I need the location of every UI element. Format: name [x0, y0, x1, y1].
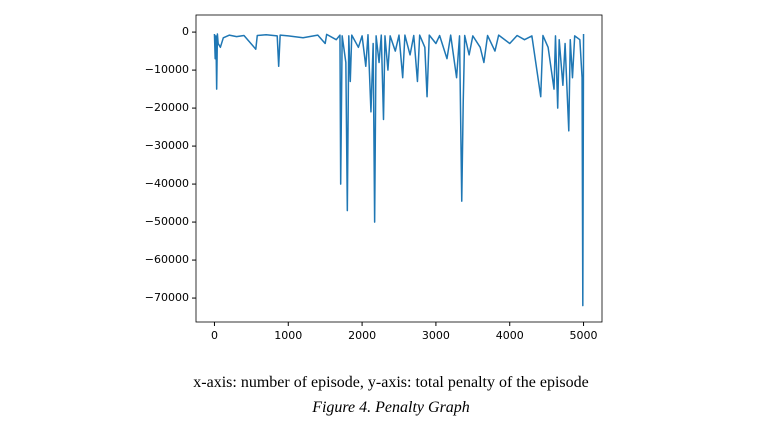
- figure-label: Figure 4. Penalty Graph: [312, 399, 470, 416]
- y-tick-label: −20000: [145, 101, 189, 114]
- y-tick-label: −30000: [145, 139, 189, 152]
- y-tick-label: 0: [182, 25, 189, 38]
- y-tick-label: −50000: [145, 215, 189, 228]
- chart: 0 −10000 −20000 −30000 −40000 −50000 −60000 −70…: [145, 14, 603, 342]
- y-tick-label: −70000: [145, 291, 189, 304]
- y-tick-label: −40000: [145, 177, 189, 190]
- plot-frame: [195, 14, 603, 323]
- caption: x-axis: number of episode, y-axis: total…: [193, 374, 589, 391]
- x-tick-label: 2000: [348, 329, 376, 342]
- x-tick-label: 1000: [274, 329, 302, 342]
- x-tick-label: 5000: [570, 329, 598, 342]
- line: [213, 33, 585, 307]
- y-tick-label: −60000: [145, 253, 189, 266]
- x-tick-label: 3000: [422, 329, 450, 342]
- x-tick-label: 0: [211, 329, 218, 342]
- x-tick-label: 4000: [496, 329, 524, 342]
- y-tick-label: −10000: [145, 63, 189, 76]
